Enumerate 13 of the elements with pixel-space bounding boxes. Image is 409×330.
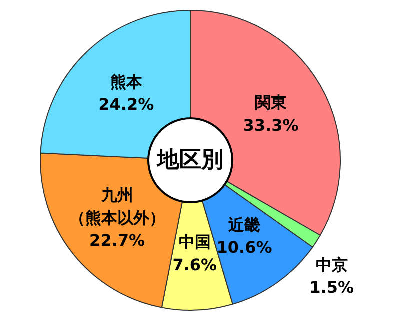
slice-label: 中国 <box>178 232 211 252</box>
data-label: 33.3% <box>243 116 299 135</box>
slice-label: 九州（熊本以外） <box>69 186 166 228</box>
text: 地区別 <box>156 148 224 173</box>
data-label: 1.5% <box>310 278 354 298</box>
slice-label: 近畿 <box>228 215 260 234</box>
data-label: 22.7% <box>90 231 146 250</box>
data-label: 24.2% <box>98 95 154 114</box>
data-label: 7.6% <box>172 255 218 274</box>
slice-label: 熊本 <box>110 72 144 92</box>
data-label: 10.6% <box>216 238 272 258</box>
slice-label: 中京 <box>316 255 348 274</box>
slice-label: 関東 <box>255 93 288 112</box>
